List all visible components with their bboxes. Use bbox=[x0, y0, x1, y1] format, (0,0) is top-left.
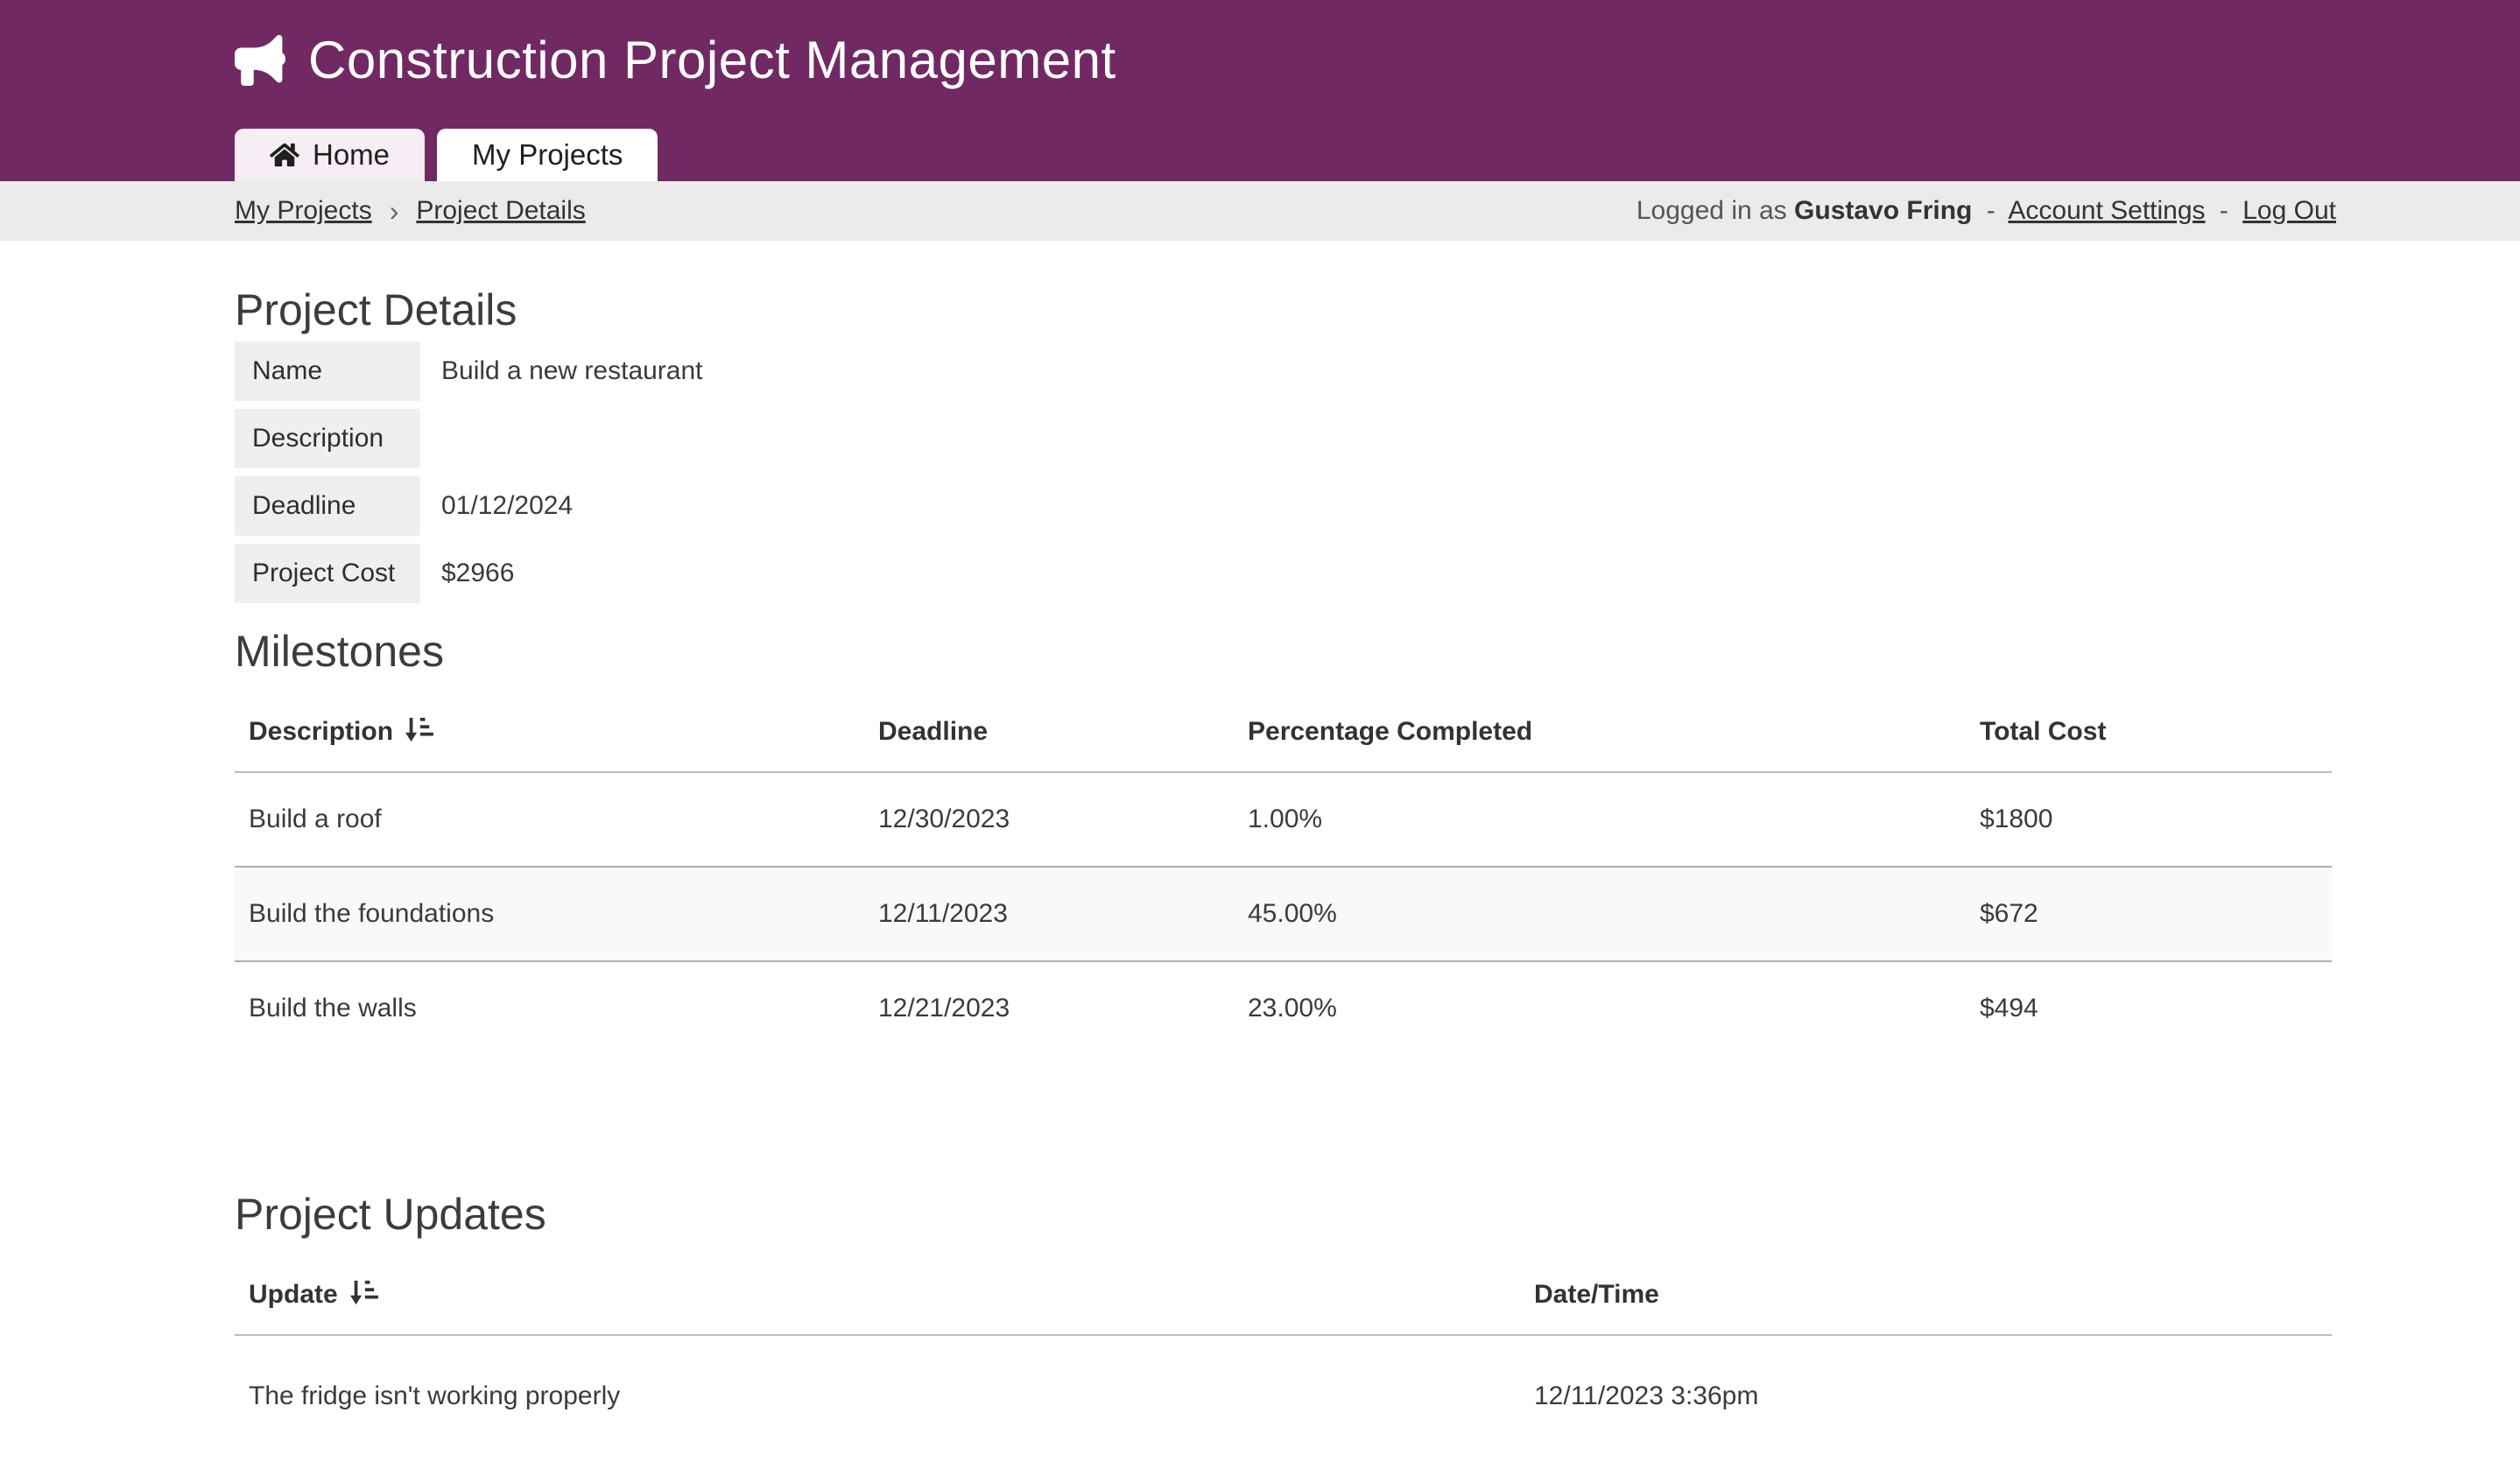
account-settings-link[interactable]: Account Settings bbox=[2008, 196, 2206, 225]
milestones-col-deadline: Deadline bbox=[864, 692, 1234, 773]
detail-row-deadline: Deadline 01/12/2024 bbox=[235, 476, 2336, 536]
home-icon bbox=[270, 142, 313, 168]
update-text: The fridge isn't working properly bbox=[249, 1381, 621, 1410]
main-content: Project Details Name Build a new restaur… bbox=[235, 241, 2336, 1457]
log-out-link[interactable]: Log Out bbox=[2242, 196, 2336, 225]
user-name: Gustavo Fring bbox=[1794, 196, 1973, 225]
breadcrumb-separator-icon: › bbox=[389, 194, 399, 227]
tab-home-label: Home bbox=[313, 138, 391, 171]
milestone-percentage: 23.00% bbox=[1248, 994, 1337, 1023]
milestones-col-percentage: Percentage Completed bbox=[1234, 692, 1966, 773]
milestone-row: Build a roof 12/30/2023 1.00% $1800 bbox=[235, 772, 2332, 867]
project-details-list: Name Build a new restaurant Description … bbox=[235, 341, 2336, 603]
milestones-col-description-label: Description bbox=[249, 717, 394, 746]
breadcrumb-bar: My Projects › Project Details Logged in … bbox=[0, 181, 2520, 241]
milestone-description: Build the foundations bbox=[249, 899, 495, 928]
tab-my-projects-label: My Projects bbox=[472, 138, 623, 171]
milestone-total-cost: $672 bbox=[1980, 899, 2038, 928]
detail-value-name: Build a new restaurant bbox=[441, 356, 703, 385]
milestones-table: Description Deadline Percentage Complete… bbox=[235, 692, 2332, 1055]
detail-row-description: Description bbox=[235, 409, 2336, 468]
milestone-total-cost: $494 bbox=[1980, 994, 2038, 1023]
milestones-header-row: Description Deadline Percentage Complete… bbox=[235, 692, 2332, 773]
detail-label-project-cost: Project Cost bbox=[235, 544, 420, 603]
updates-col-update-label: Update bbox=[249, 1280, 338, 1309]
main-nav-tabs: Home My Projects bbox=[235, 129, 658, 181]
milestone-total-cost: $1800 bbox=[1980, 805, 2053, 833]
milestone-percentage: 1.00% bbox=[1248, 805, 1323, 833]
detail-row-project-cost: Project Cost $2966 bbox=[235, 544, 2336, 603]
milestone-percentage: 45.00% bbox=[1248, 899, 1337, 928]
milestone-deadline: 12/30/2023 bbox=[878, 805, 1010, 833]
updates-col-datetime: Date/Time bbox=[1520, 1255, 2332, 1336]
milestone-row: Build the walls 12/21/2023 23.00% $494 bbox=[235, 961, 2332, 1055]
session-info: Logged in as Gustavo Fring - Account Set… bbox=[1637, 196, 2336, 226]
project-details-heading: Project Details bbox=[235, 285, 517, 334]
milestone-description: Build a roof bbox=[249, 805, 382, 833]
bullhorn-icon bbox=[235, 34, 285, 86]
logged-in-as-label: Logged in as bbox=[1636, 196, 1787, 225]
app-header: Construction Project Management Home My … bbox=[0, 0, 2520, 181]
separator-dash: - bbox=[2219, 196, 2228, 225]
milestone-deadline: 12/21/2023 bbox=[878, 994, 1010, 1023]
project-updates-heading: Project Updates bbox=[235, 1190, 546, 1239]
tab-my-projects[interactable]: My Projects bbox=[437, 129, 658, 181]
milestone-row: Build the foundations 12/11/2023 45.00% … bbox=[235, 867, 2332, 961]
milestones-col-total-cost: Total Cost bbox=[1966, 692, 2332, 773]
detail-value-deadline: 01/12/2024 bbox=[441, 491, 574, 520]
breadcrumb: My Projects › Project Details bbox=[235, 195, 586, 228]
project-updates-table: Update Date/Time The fridge isn't workin… bbox=[235, 1255, 2332, 1457]
separator-dash: - bbox=[1986, 196, 1996, 225]
breadcrumb-my-projects-link[interactable]: My Projects bbox=[235, 196, 372, 225]
detail-label-name: Name bbox=[235, 341, 420, 401]
update-datetime: 12/11/2023 3:36pm bbox=[1534, 1381, 1759, 1410]
milestones-col-description[interactable]: Description bbox=[235, 692, 864, 773]
breadcrumb-project-details-link[interactable]: Project Details bbox=[416, 196, 586, 225]
sort-descending-icon bbox=[338, 1280, 378, 1309]
detail-label-deadline: Deadline bbox=[235, 476, 420, 536]
detail-value-project-cost: $2966 bbox=[441, 559, 515, 587]
detail-label-description: Description bbox=[235, 409, 420, 468]
updates-header-row: Update Date/Time bbox=[235, 1255, 2332, 1336]
update-row: The fridge isn't working properly 12/11/… bbox=[235, 1335, 2332, 1457]
milestone-deadline: 12/11/2023 bbox=[878, 899, 1008, 928]
tab-home[interactable]: Home bbox=[235, 129, 426, 181]
app-title: Construction Project Management bbox=[308, 31, 1116, 89]
detail-row-name: Name Build a new restaurant bbox=[235, 341, 2336, 401]
updates-col-update[interactable]: Update bbox=[235, 1255, 1520, 1336]
sort-descending-icon bbox=[393, 717, 433, 746]
milestones-heading: Milestones bbox=[235, 627, 444, 676]
milestone-description: Build the walls bbox=[249, 994, 417, 1023]
